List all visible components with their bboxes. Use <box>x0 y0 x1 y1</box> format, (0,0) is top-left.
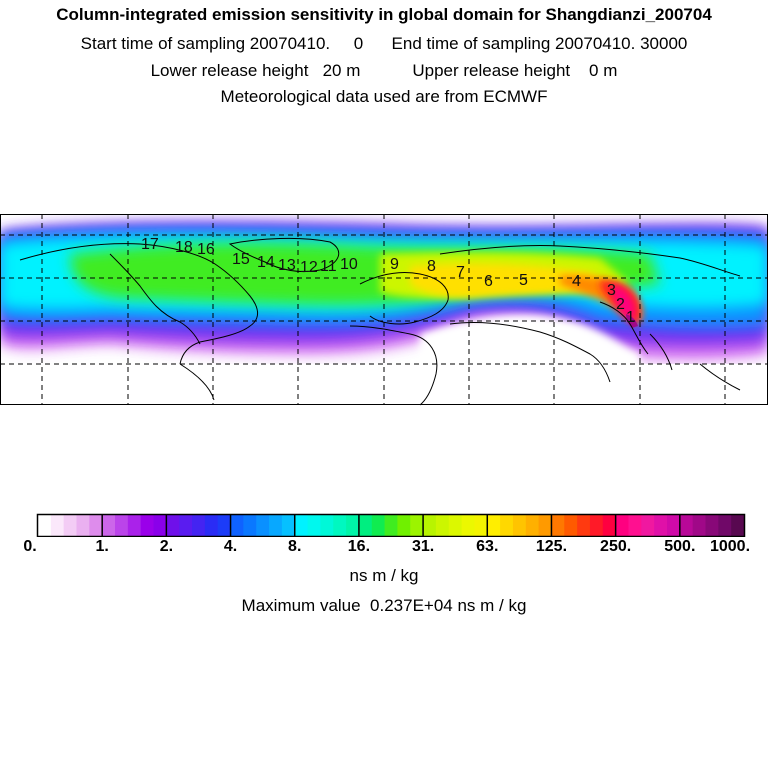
colorbar-segment <box>256 515 270 537</box>
colorbar-segment <box>731 515 745 537</box>
colorbar-segment <box>525 515 540 537</box>
colorbar-segment <box>281 515 296 537</box>
emission-sensitivity-map: 17 18 16 15 14 13 12 11 10 9 8 7 6 5 4 3… <box>0 214 768 406</box>
colorbar-dividers <box>101 515 681 537</box>
colorbar-segment <box>230 515 244 537</box>
colorbar-segment <box>89 515 103 537</box>
colorbar-segment <box>512 515 527 537</box>
colorbar-tick-label: 0. <box>23 538 37 555</box>
colorbar-segment <box>461 515 476 537</box>
colorbar-tick-label: 1. <box>95 538 109 555</box>
colorbar-segment <box>577 515 591 537</box>
meteorological-data-line: Meteorological data used are from ECMWF <box>220 87 548 106</box>
day-marker: 18 <box>175 239 193 256</box>
colorbar-segment <box>63 515 78 537</box>
day-marker: 14 <box>257 254 275 271</box>
colorbar-segments <box>38 515 745 537</box>
colorbar-segment <box>358 515 373 537</box>
sampling-time-line: Start time of sampling 20070410. 0 End t… <box>80 34 688 53</box>
day-marker: 7 <box>456 264 465 281</box>
colorbar-tick-label: 125. <box>535 538 568 555</box>
colorbar-segment <box>718 515 732 537</box>
colorbar-segment <box>294 515 309 537</box>
colorbar-tick-label: 1000. <box>709 538 751 555</box>
colorbar-segment <box>269 515 283 537</box>
colorbar-segment <box>397 515 411 537</box>
colorbar-segment <box>115 515 129 537</box>
maximum-value: Maximum value 0.237E+04 ns m / kg <box>241 596 527 615</box>
colorbar-tick-label: 250. <box>600 538 632 555</box>
colorbar-segment <box>204 515 219 537</box>
colorbar-segment <box>538 515 553 537</box>
colorbar-segment <box>435 515 450 537</box>
colorbar-segment <box>243 515 257 537</box>
day-marker: 4 <box>572 273 581 290</box>
day-marker: 1 <box>626 309 635 326</box>
colorbar-segment <box>76 515 90 537</box>
colorbar-segment <box>179 515 193 537</box>
colorbar-tick-label: 63. <box>476 538 499 555</box>
colorbar-segment <box>346 515 360 537</box>
colorbar-segment <box>654 515 668 537</box>
colorbar-tick-label: 500. <box>664 538 696 555</box>
colorbar-segment <box>217 515 232 537</box>
day-marker: 17 <box>141 236 159 253</box>
day-marker: 15 <box>232 251 250 268</box>
colorbar-segment <box>692 515 707 537</box>
colorbar-segment <box>641 515 655 537</box>
day-marker: 10 <box>340 256 358 273</box>
day-marker: 5 <box>519 272 528 289</box>
day-marker: 13 <box>278 257 296 274</box>
day-marker: 16 <box>197 241 215 258</box>
colorbar-segment <box>127 515 142 537</box>
colorbar-segment <box>307 515 321 537</box>
colorbar-segment <box>192 515 206 537</box>
colorbar-tick-label: 31. <box>411 538 435 555</box>
colorbar <box>36 513 746 537</box>
colorbar-segment <box>384 515 399 537</box>
colorbar-segment <box>333 515 347 537</box>
colorbar-tick-label: 2. <box>159 538 174 555</box>
colorbar-segment <box>679 515 694 537</box>
colorbar-segment <box>102 515 116 537</box>
colorbar-segment <box>615 515 630 537</box>
colorbar-segment <box>38 515 52 537</box>
day-marker: 12 <box>300 259 318 276</box>
colorbar-segment <box>153 515 167 537</box>
colorbar-segment <box>371 515 386 537</box>
day-marker: 11 <box>320 258 337 275</box>
day-marker: 2 <box>616 296 625 313</box>
colorbar-segment <box>410 515 424 537</box>
colorbar-segment <box>50 515 65 537</box>
colorbar-segment <box>564 515 578 537</box>
chart-title: Column-integrated emission sensitivity i… <box>56 5 712 24</box>
day-marker: 3 <box>607 282 616 299</box>
colorbar-segment <box>320 515 334 537</box>
colorbar-frame <box>36 513 746 537</box>
coastlines <box>19 237 741 406</box>
colorbar-segment <box>140 515 155 537</box>
day-markers: 17 18 16 15 14 13 12 11 10 9 8 7 6 5 4 3… <box>141 236 635 326</box>
colorbar-segment <box>448 515 463 537</box>
colorbar-tick-label: 8. <box>288 538 302 555</box>
colorbar-segment <box>628 515 642 537</box>
colorbar-segment <box>705 515 719 537</box>
colorbar-segment <box>551 515 565 537</box>
day-marker: 9 <box>390 256 399 273</box>
colorbar-segment <box>474 515 488 537</box>
colorbar-tick-label: 16. <box>347 538 371 555</box>
release-height-line: Lower release height 20 m Upper release … <box>150 61 618 80</box>
colorbar-segment <box>487 515 501 537</box>
colorbar-segment <box>500 515 514 537</box>
colorbar-unit: ns m / kg <box>349 566 419 585</box>
colorbar-segment <box>602 515 617 537</box>
colorbar-segment <box>423 515 437 537</box>
day-marker: 6 <box>484 273 493 290</box>
colorbar-tick-label: 4. <box>223 538 238 555</box>
colorbar-segment <box>589 515 604 537</box>
colorbar-segment <box>666 515 681 537</box>
colorbar-segment <box>166 515 180 537</box>
day-marker: 8 <box>427 258 436 275</box>
